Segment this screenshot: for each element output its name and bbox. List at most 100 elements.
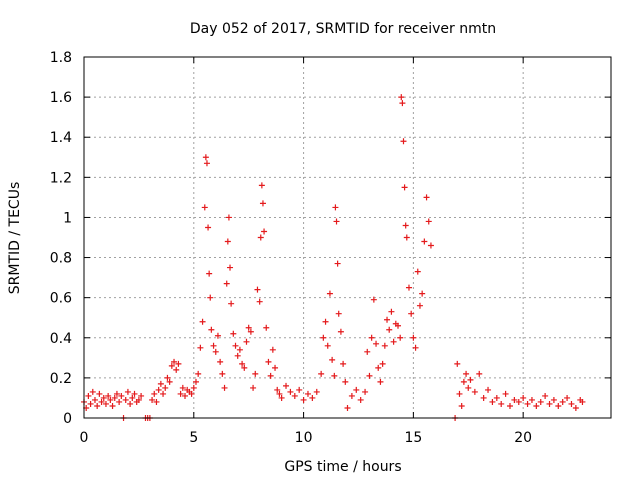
data-point [96, 390, 103, 397]
data-point [340, 360, 347, 367]
data-point [287, 388, 294, 395]
data-point [456, 390, 463, 397]
data-point [337, 328, 344, 335]
data-point [188, 390, 195, 397]
data-point [202, 154, 209, 161]
data-point [405, 284, 412, 291]
data-point [572, 404, 579, 411]
data-point [265, 358, 272, 365]
data-point [243, 338, 250, 345]
data-point [313, 388, 320, 395]
data-point [564, 394, 571, 401]
data-point [542, 392, 549, 399]
data-point [217, 358, 224, 365]
data-point [400, 138, 407, 145]
data-point [395, 322, 402, 329]
data-point [177, 390, 184, 397]
data-point [138, 392, 145, 399]
x-tick-label: 20 [514, 430, 532, 446]
data-point [399, 100, 406, 107]
data-point [493, 394, 500, 401]
data-point [342, 378, 349, 385]
data-point [234, 352, 241, 359]
data-point [555, 402, 562, 409]
data-point [225, 214, 232, 221]
data-point [236, 346, 243, 353]
x-axis-label: GPS time / hours [284, 459, 401, 475]
data-point [85, 392, 92, 399]
data-point [524, 400, 531, 407]
data-point [458, 402, 465, 409]
data-point [454, 360, 461, 367]
data-point [208, 326, 215, 333]
data-point [344, 404, 351, 411]
y-tick-label: 0.8 [50, 251, 72, 267]
data-point [149, 396, 156, 403]
data-point [370, 296, 377, 303]
data-point [247, 328, 254, 335]
data-point [201, 204, 208, 211]
plot-frame [83, 56, 612, 419]
x-tick-label: 10 [295, 430, 313, 446]
axis-ticks: 0 0.2 0.4 0.6 0.8 1 1.2 1.4 1.6 1.8 0 5 10 15 20 [50, 50, 611, 446]
data-point [520, 394, 527, 401]
y-tick-label: 1.8 [50, 50, 72, 66]
data-point [258, 182, 265, 189]
data-point [463, 370, 470, 377]
data-point [122, 396, 129, 403]
data-point [515, 398, 522, 405]
data-point [379, 360, 386, 367]
x-tick-label: 0 [80, 430, 89, 446]
data-point [460, 378, 467, 385]
data-point [224, 238, 231, 245]
data-point [416, 302, 423, 309]
data-point [320, 334, 327, 341]
data-point [480, 394, 487, 401]
data-point [195, 370, 202, 377]
data-points [81, 94, 586, 421]
data-point [390, 338, 397, 345]
data-point [568, 400, 575, 407]
data-point [291, 392, 298, 399]
data-point [131, 390, 138, 397]
data-point [91, 396, 98, 403]
data-point [155, 386, 162, 393]
y-tick-label: 1.6 [50, 90, 72, 106]
data-point [412, 344, 419, 351]
data-point [232, 342, 239, 349]
data-point [254, 286, 261, 293]
chart-title: Day 052 of 2017, SRMTID for receiver nmt… [190, 21, 496, 37]
data-point [386, 326, 393, 333]
data-point [498, 400, 505, 407]
data-point [322, 318, 329, 325]
data-point [162, 384, 169, 391]
data-point [559, 398, 566, 405]
grid-lines [84, 57, 611, 418]
data-point [427, 242, 434, 249]
data-point [408, 310, 415, 317]
data-point [528, 396, 535, 403]
data-point [381, 342, 388, 349]
data-point [250, 384, 257, 391]
data-point [105, 392, 112, 399]
data-point [334, 260, 341, 267]
data-point [373, 340, 380, 347]
data-point [401, 184, 408, 191]
data-point [214, 332, 221, 339]
data-point [116, 398, 123, 405]
data-point [173, 366, 180, 373]
data-point [205, 224, 212, 231]
data-point [263, 324, 270, 331]
y-tick-label: 0 [63, 411, 72, 427]
data-point [267, 372, 274, 379]
data-point [357, 396, 364, 403]
data-point [87, 400, 94, 407]
data-point [179, 384, 186, 391]
data-point [550, 396, 557, 403]
data-point [175, 360, 182, 367]
data-point [331, 372, 338, 379]
data-point [362, 388, 369, 395]
data-point [98, 398, 105, 405]
data-point [102, 400, 109, 407]
data-point [109, 402, 116, 409]
